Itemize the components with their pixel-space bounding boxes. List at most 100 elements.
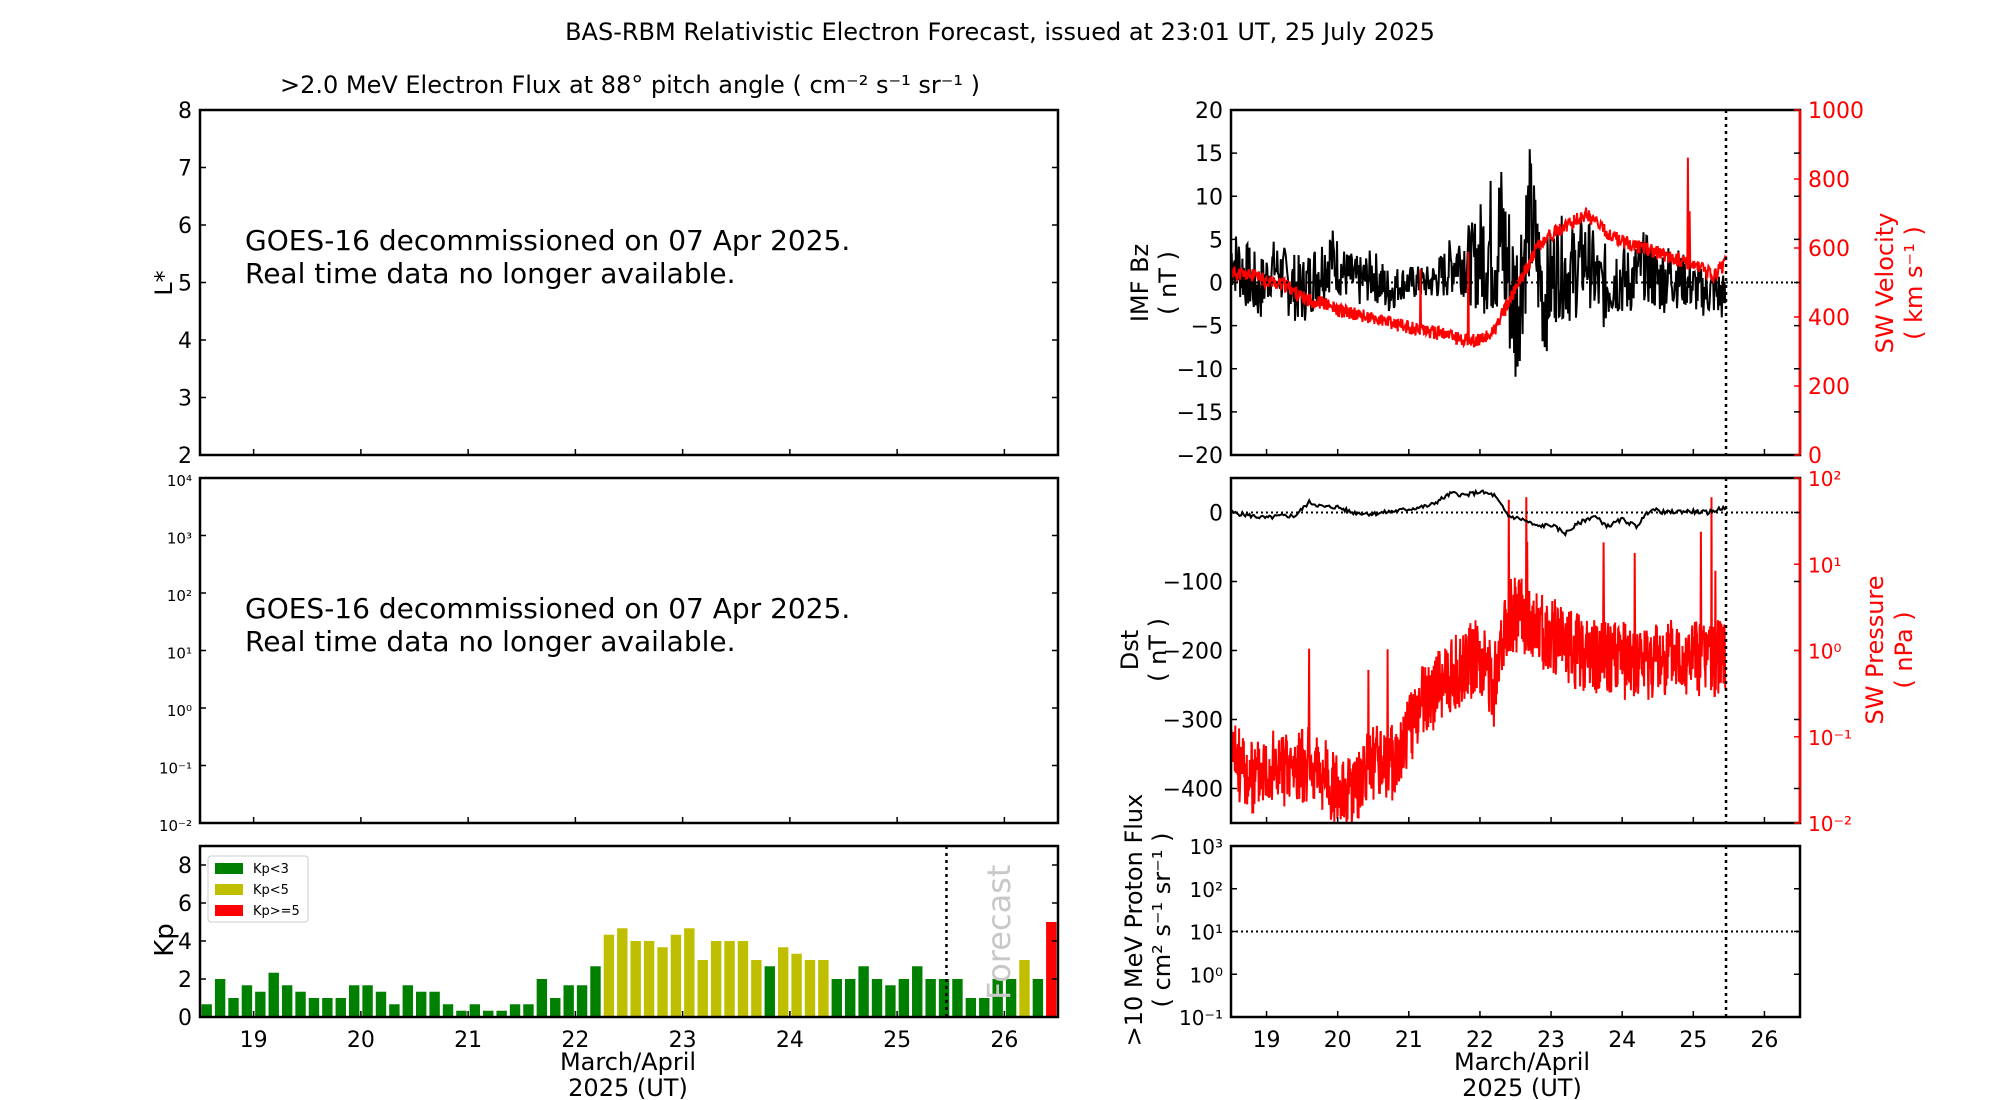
kp-bar bbox=[1032, 979, 1044, 1017]
y-tick-label: 10⁻¹ bbox=[1179, 1006, 1223, 1030]
kp-bar bbox=[201, 1004, 212, 1017]
x-tick-label: 22 bbox=[561, 1028, 589, 1053]
panel-title: >2.0 MeV Electron Flux at 88° pitch angl… bbox=[280, 71, 980, 99]
unavailable-message-line-2: Real time data no longer available. bbox=[245, 257, 736, 290]
y-axis-label-line-2: ( nT ) bbox=[1144, 618, 1172, 682]
y-tick-label: 10¹ bbox=[1808, 553, 1841, 577]
kp-bar bbox=[925, 979, 936, 1017]
x-tick-label: 19 bbox=[240, 1028, 268, 1053]
y-tick-label: 800 bbox=[1808, 168, 1850, 193]
kp-bar bbox=[791, 953, 802, 1017]
kp-bar bbox=[241, 985, 253, 1017]
kp-bar bbox=[710, 941, 722, 1017]
kp-bar bbox=[871, 979, 883, 1017]
y-tick-label: 10⁻¹ bbox=[1808, 726, 1852, 750]
x-tick-label: 23 bbox=[1537, 1028, 1565, 1053]
y-tick-label: 10¹ bbox=[1190, 921, 1223, 945]
kp-bar bbox=[737, 941, 749, 1017]
y-tick-label: 2 bbox=[178, 444, 192, 469]
x-axis-label-line-1: March/April bbox=[560, 1048, 696, 1076]
y-tick-label: 10³ bbox=[1190, 835, 1223, 859]
kp-bar bbox=[979, 998, 990, 1017]
panel-electron-flux-lstar: >2.0 MeV Electron Flux at 88° pitch angl… bbox=[150, 71, 1060, 469]
y-tick-label: 10³ bbox=[167, 530, 192, 548]
x-tick-label: 22 bbox=[1466, 1028, 1494, 1053]
legend-swatch-kp-high bbox=[215, 905, 243, 916]
y-tick-label: 7 bbox=[178, 157, 192, 182]
kp-bar bbox=[643, 941, 655, 1017]
kp-bar bbox=[1046, 922, 1057, 1017]
y-tick-label: −10 bbox=[1177, 358, 1223, 383]
kp-bar bbox=[590, 966, 601, 1017]
y-tick-label: −5 bbox=[1191, 315, 1223, 340]
kp-bar bbox=[255, 991, 266, 1017]
x-tick-label: 20 bbox=[347, 1028, 375, 1053]
y2-axis-label-line-1: SW Pressure bbox=[1861, 575, 1889, 724]
kp-bar bbox=[670, 934, 682, 1017]
y-tick-label: 0 bbox=[1209, 272, 1223, 297]
x-tick-label: 19 bbox=[1253, 1028, 1281, 1053]
y-tick-label: 2 bbox=[178, 968, 192, 993]
x-tick-label: 26 bbox=[1750, 1028, 1778, 1053]
kp-bar bbox=[550, 998, 561, 1017]
kp-bar bbox=[214, 979, 226, 1017]
legend-swatch-kp-mid bbox=[215, 884, 243, 895]
kp-bar bbox=[308, 998, 320, 1017]
y-tick-label: 10⁰ bbox=[1190, 963, 1223, 987]
x-tick-label: 24 bbox=[1608, 1028, 1636, 1053]
kp-bar bbox=[281, 985, 293, 1017]
kp-bar bbox=[536, 979, 548, 1017]
y-tick-label: 5 bbox=[178, 272, 192, 297]
kp-bar bbox=[362, 985, 373, 1017]
x-tick-label: 21 bbox=[1395, 1028, 1423, 1053]
kp-bar bbox=[818, 960, 829, 1017]
kp-bar bbox=[389, 1004, 400, 1017]
unavailable-message-line-2: Real time data no longer available. bbox=[245, 625, 736, 658]
kp-bar bbox=[617, 928, 628, 1017]
x-axis-label-line-2: 2025 (UT) bbox=[568, 1074, 688, 1100]
y-tick-label: 0 bbox=[1808, 444, 1822, 469]
y-tick-label: 10⁻² bbox=[1808, 812, 1852, 836]
kp-bar bbox=[603, 934, 615, 1017]
legend-swatch-kp-low bbox=[215, 863, 243, 874]
y-tick-label: 10² bbox=[167, 587, 192, 605]
y-tick-label: −100 bbox=[1163, 571, 1223, 596]
kp-bar bbox=[429, 991, 440, 1017]
x-axis-label-line-1: March/April bbox=[1454, 1048, 1590, 1076]
kp-bar bbox=[898, 979, 910, 1017]
kp-bar bbox=[335, 998, 346, 1017]
y-tick-label: 6 bbox=[178, 892, 192, 917]
kp-bar bbox=[483, 1010, 494, 1017]
y-tick-label: 4 bbox=[178, 329, 192, 354]
kp-bar bbox=[952, 979, 963, 1017]
y-tick-label: 400 bbox=[1808, 306, 1850, 331]
kp-bar bbox=[657, 947, 668, 1017]
kp-bar bbox=[402, 985, 413, 1017]
kp-bar bbox=[912, 966, 923, 1017]
y-tick-label: 10⁰ bbox=[167, 702, 192, 720]
dst-line bbox=[1230, 488, 1727, 538]
kp-bar bbox=[777, 947, 789, 1017]
y-tick-label: 1000 bbox=[1808, 99, 1864, 124]
kp-bar bbox=[804, 960, 816, 1017]
kp-bar bbox=[724, 941, 735, 1017]
panel-proton-flux: 10⁻¹ 10⁰ 10¹ 10² 10³ 19 20 21 22 23 24 25 26 >10 Me… bbox=[1120, 794, 1802, 1100]
unavailable-message-line-1: GOES-16 decommissioned on 07 Apr 2025. bbox=[245, 592, 850, 625]
kp-bar bbox=[858, 966, 869, 1017]
y-tick-label: 600 bbox=[1808, 237, 1850, 262]
kp-bar bbox=[938, 979, 950, 1017]
y2-axis-label-line-1: SW Velocity bbox=[1871, 213, 1899, 354]
kp-bar bbox=[684, 928, 695, 1017]
y-tick-label: −20 bbox=[1177, 444, 1223, 469]
legend-label-kp-mid: Kp<5 bbox=[253, 883, 289, 898]
y-tick-label: 10⁻¹ bbox=[159, 760, 192, 778]
forecast-label: Forecast bbox=[980, 865, 1018, 1000]
legend-label-kp-high: Kp>=5 bbox=[253, 904, 300, 919]
y-tick-label: 5 bbox=[1209, 228, 1223, 253]
kp-bar bbox=[496, 1010, 507, 1017]
x-tick-label: 24 bbox=[776, 1028, 804, 1053]
kp-bar bbox=[469, 1004, 481, 1017]
legend-label-kp-low: Kp<3 bbox=[253, 862, 289, 877]
kp-bar bbox=[751, 960, 762, 1017]
